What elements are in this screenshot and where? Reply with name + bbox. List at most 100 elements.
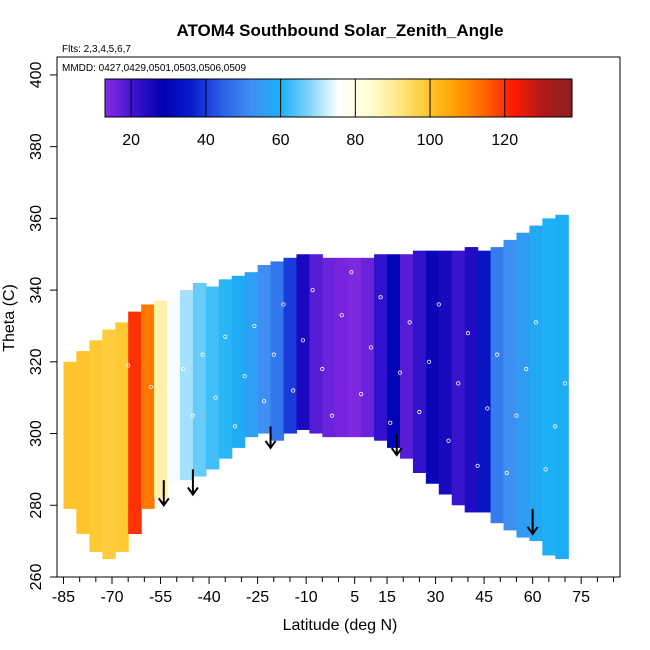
y-tick-label: 400 (28, 61, 45, 88)
x-tick-label: -40 (198, 589, 221, 606)
observation-marker (190, 413, 195, 418)
y-tick-label: 300 (28, 420, 45, 447)
observation-marker (200, 352, 205, 357)
colorbar-gradient (104, 78, 573, 118)
x-tick-label: -55 (149, 589, 172, 606)
observation-marker (320, 366, 325, 372)
observation-marker (407, 320, 412, 325)
observation-marker (397, 370, 403, 375)
observation-marker (271, 352, 276, 357)
heatmap-cell (438, 250, 453, 495)
flights-note: Flts: 2,3,4,5,6,7 (62, 44, 131, 55)
observation-marker (543, 467, 548, 472)
flight-arrow-head (264, 440, 277, 450)
colorbar-tick-label: 80 (346, 132, 364, 149)
heatmap-cell (231, 275, 246, 448)
heatmap-cell (361, 257, 375, 438)
observation-marker (569, 338, 574, 343)
flight-arrow-head (390, 447, 403, 457)
observation-marker (456, 381, 461, 386)
heatmap-cell (257, 265, 272, 434)
y-tick-label: 320 (28, 348, 45, 375)
heatmap-field (63, 214, 569, 560)
heatmap-cell (244, 272, 259, 438)
colorbar-tick-label: 20 (122, 132, 140, 149)
observation-marker (533, 320, 538, 325)
observation-marker (291, 388, 296, 393)
observation-marker (426, 359, 432, 364)
heatmap-cell (192, 282, 207, 477)
heatmap-cell (322, 257, 336, 438)
heatmap-cell (89, 340, 103, 552)
observation-marker (485, 406, 490, 411)
observation-marker (436, 302, 441, 307)
colorbar-tick-label: 100 (417, 132, 444, 149)
y-axis-label: Theta (C) (1, 284, 18, 352)
observation-marker (446, 438, 451, 443)
x-tick-label: -25 (246, 589, 269, 606)
x-tick-label: 30 (427, 589, 445, 606)
heatmap-cell (154, 300, 168, 499)
observation-marker (261, 399, 267, 404)
observation-marker (388, 420, 393, 425)
heatmap-cell (167, 297, 181, 484)
colorbar: 20 40 60 80 100 120 (104, 78, 573, 149)
observation-marker (126, 363, 131, 368)
heatmap-cell (63, 361, 78, 509)
colorbar-tick-label: 60 (272, 132, 290, 149)
observation-marker (339, 313, 344, 318)
observation-marker (223, 334, 228, 339)
observation-marker (181, 366, 186, 372)
observation-marker (168, 341, 173, 346)
colorbar-ticks: 20 40 60 80 100 120 (122, 79, 518, 149)
heatmap-cell (516, 232, 531, 538)
heatmap-cell (348, 257, 362, 438)
heatmap-cell (425, 250, 440, 484)
observation-marker (569, 478, 574, 483)
flight-arrows (157, 426, 539, 536)
y-axis: 260 280 300 320 340 360 380 400 (28, 61, 57, 590)
heatmap-cell (542, 218, 556, 556)
heatmap-cell (387, 254, 401, 448)
heatmap-cell (205, 286, 220, 470)
y-tick-label: 280 (28, 492, 45, 519)
x-tick-label: 45 (475, 589, 493, 606)
heatmap-cell (115, 322, 129, 552)
heatmap-cell (270, 261, 285, 441)
flight-arrow (526, 508, 539, 536)
heatmap-cell (412, 250, 427, 473)
x-tick-label: 60 (524, 589, 542, 606)
dates-note: MMDD: 0427,0429,0501,0503,0506,0509 (62, 63, 246, 74)
heatmap-cell (102, 329, 116, 560)
observation-marker (148, 384, 153, 390)
heatmap-cell (283, 257, 298, 434)
observation-marker (378, 295, 383, 300)
observation-marker (329, 413, 335, 418)
observation-marker (494, 352, 500, 357)
heatmap-cell (477, 250, 492, 513)
heatmap-cell (464, 247, 479, 513)
heatmap-cell (490, 247, 505, 524)
x-tick-label: 5 (350, 589, 359, 606)
flight-arrow (264, 426, 277, 450)
x-axis: -85 -70 -55 -40 -25 -10 5 15 30 45 60 75 (52, 577, 615, 606)
heatmap-cell (503, 239, 518, 531)
observation-marker (514, 413, 519, 418)
observation-marker (465, 331, 471, 336)
observation-marker (310, 288, 315, 293)
heatmap-cell (451, 250, 466, 506)
observation-marker (349, 270, 354, 275)
heatmap-cell (374, 254, 388, 441)
flight-arrow-head (526, 526, 539, 536)
flight-arrow (157, 480, 170, 507)
x-tick-label: 15 (378, 589, 396, 606)
observation-marker (524, 366, 529, 372)
heatmap-cell (141, 304, 155, 509)
heatmap-cell (309, 254, 323, 434)
heatmap-cell (128, 311, 142, 534)
observation-marker (359, 392, 364, 397)
observation-markers (126, 270, 574, 483)
y-tick-label: 360 (28, 205, 45, 232)
